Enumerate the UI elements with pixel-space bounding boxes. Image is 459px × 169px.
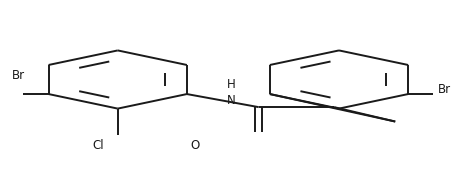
Text: O: O xyxy=(190,139,200,152)
Text: Cl: Cl xyxy=(92,139,104,152)
Text: Br: Br xyxy=(437,83,451,96)
Text: Br: Br xyxy=(12,69,25,82)
Text: N: N xyxy=(227,94,236,107)
Text: H: H xyxy=(227,78,236,91)
